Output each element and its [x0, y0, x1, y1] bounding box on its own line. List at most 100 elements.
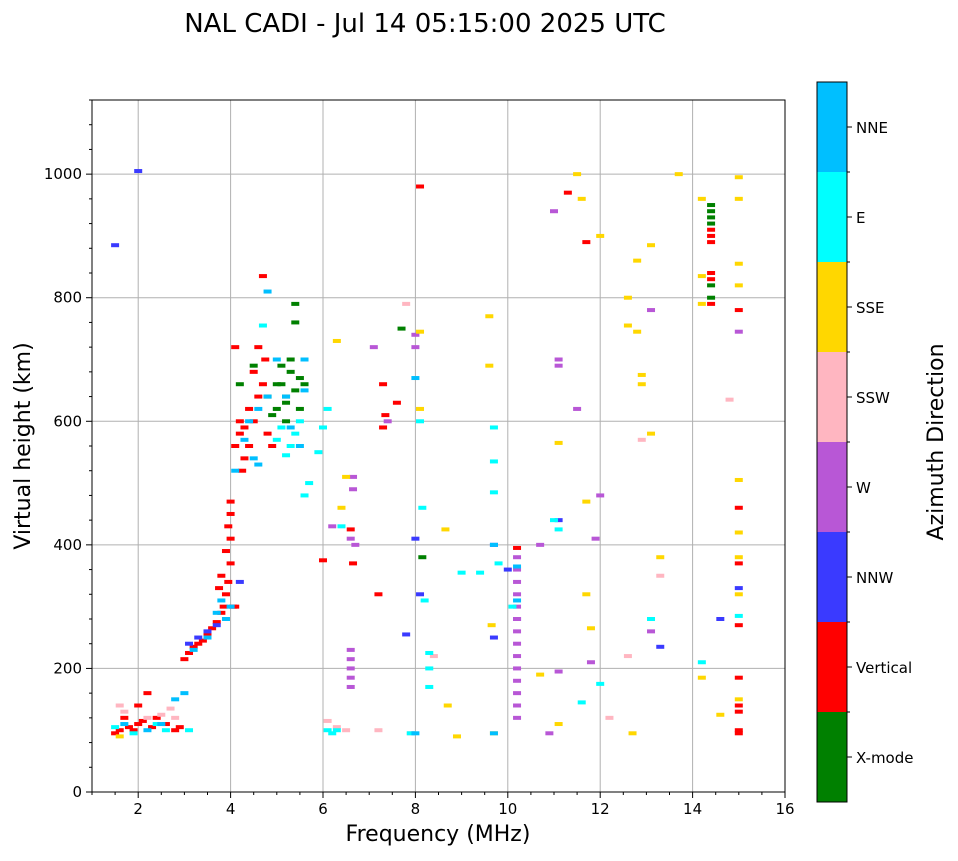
echo-point-nnw	[416, 592, 425, 597]
echo-point-vertical	[120, 715, 129, 720]
echo-point-sse	[596, 233, 605, 238]
echo-point-ssw	[323, 718, 332, 723]
echo-point-vertical	[268, 444, 277, 448]
echo-point-sse	[115, 734, 124, 739]
echo-point-nne	[203, 635, 212, 640]
echo-point-sse	[647, 431, 656, 436]
echo-point-sse	[734, 697, 743, 702]
echo-point-sse	[734, 261, 743, 266]
echo-point-w	[513, 555, 522, 560]
echo-point-sse	[441, 527, 450, 532]
colorbar-tick-label: NNE	[856, 119, 888, 137]
echo-point-vertical	[734, 505, 743, 510]
echo-point-vertical	[224, 579, 233, 584]
echo-point-nnw	[402, 632, 411, 637]
echo-point-vertical	[245, 406, 254, 411]
colorbar-segment	[817, 622, 847, 712]
echo-point-sse	[443, 703, 452, 708]
echo-point-nne	[171, 697, 180, 702]
echo-point-w	[513, 567, 522, 572]
echo-point-vertical	[180, 657, 189, 662]
echo-point-vertical	[261, 357, 270, 362]
echo-point-sse	[697, 274, 706, 279]
echo-point-e	[300, 493, 309, 498]
colorbar-tick-label: Vertical	[856, 659, 912, 677]
colorbar-segment	[817, 442, 847, 532]
echo-point-sse	[734, 196, 743, 201]
echo-point-x-mode	[235, 382, 244, 387]
echo-point-e	[577, 700, 586, 705]
echo-point-vertical	[226, 536, 235, 541]
echo-point-nne	[272, 357, 281, 362]
echo-point-vertical	[217, 610, 226, 615]
echo-point-vertical	[249, 369, 258, 374]
echo-point-sse	[674, 172, 683, 177]
colorbar-tick-label: W	[856, 479, 871, 497]
echo-point-sse	[697, 301, 706, 306]
echo-point-nnw	[411, 536, 420, 541]
echo-point-vertical	[349, 561, 358, 566]
echo-point-w	[411, 345, 420, 350]
echo-point-x-mode	[707, 295, 716, 300]
echo-point-w	[351, 542, 360, 547]
echo-point-e	[272, 437, 281, 442]
echo-point-sse	[697, 675, 706, 680]
echo-point-e	[596, 681, 605, 686]
echo-point-w	[513, 691, 522, 696]
echo-point-vertical	[245, 444, 254, 448]
echo-point-nnw	[489, 635, 498, 640]
echo-point-e	[185, 728, 194, 733]
echo-point-w	[554, 363, 563, 368]
echo-point-w	[346, 647, 355, 652]
echo-point-vertical	[379, 425, 388, 430]
y-tick-label: 200	[53, 659, 82, 677]
echo-point-vertical	[134, 722, 143, 727]
echo-point-ssw	[157, 712, 166, 717]
echo-point-vertical	[374, 592, 383, 597]
echo-point-x-mode	[282, 419, 291, 424]
echo-point-w	[545, 731, 554, 736]
colorbar-tick-label: NNW	[856, 569, 893, 587]
echo-point-nne	[231, 468, 240, 473]
echo-point-w	[346, 666, 355, 671]
echo-point-w	[328, 524, 337, 529]
echo-point-x-mode	[707, 203, 716, 208]
y-tick-label: 0	[72, 783, 82, 801]
echo-point-w	[513, 592, 522, 597]
x-tick-label: 8	[411, 800, 421, 818]
echo-point-e	[328, 731, 337, 736]
echo-point-vertical	[416, 184, 425, 189]
echo-point-nne	[254, 462, 263, 467]
echo-point-w	[586, 660, 595, 665]
echo-point-w	[513, 678, 522, 683]
echo-point-sse	[734, 555, 743, 560]
colorbar-label: Azimuth Direction	[924, 343, 949, 540]
echo-point-sse	[485, 363, 494, 368]
echo-point-ssw	[115, 703, 124, 708]
echo-point-vertical	[143, 691, 152, 696]
echo-point-sse	[734, 477, 743, 482]
echo-point-x-mode	[707, 221, 716, 226]
echo-point-x-mode	[295, 406, 304, 411]
colorbar-segment	[817, 82, 847, 172]
echo-point-nne	[411, 376, 420, 381]
echo-point-e	[420, 598, 429, 603]
echo-point-e	[291, 431, 300, 436]
echo-point-sse	[633, 258, 642, 263]
echo-point-w	[346, 684, 355, 689]
echo-point-vertical	[235, 431, 244, 436]
echo-point-w	[349, 487, 358, 492]
echo-point-w	[411, 332, 420, 337]
echo-point-vertical	[152, 715, 161, 720]
echo-point-w	[346, 536, 355, 541]
echo-point-w	[647, 308, 656, 313]
echo-point-w	[647, 629, 656, 634]
echo-point-nne	[295, 444, 304, 448]
echo-point-vertical	[254, 394, 263, 399]
echo-point-e	[550, 518, 558, 523]
echo-point-e	[425, 650, 434, 655]
echo-point-nne	[143, 728, 152, 733]
colorbar-tick-label: SSE	[856, 299, 885, 317]
